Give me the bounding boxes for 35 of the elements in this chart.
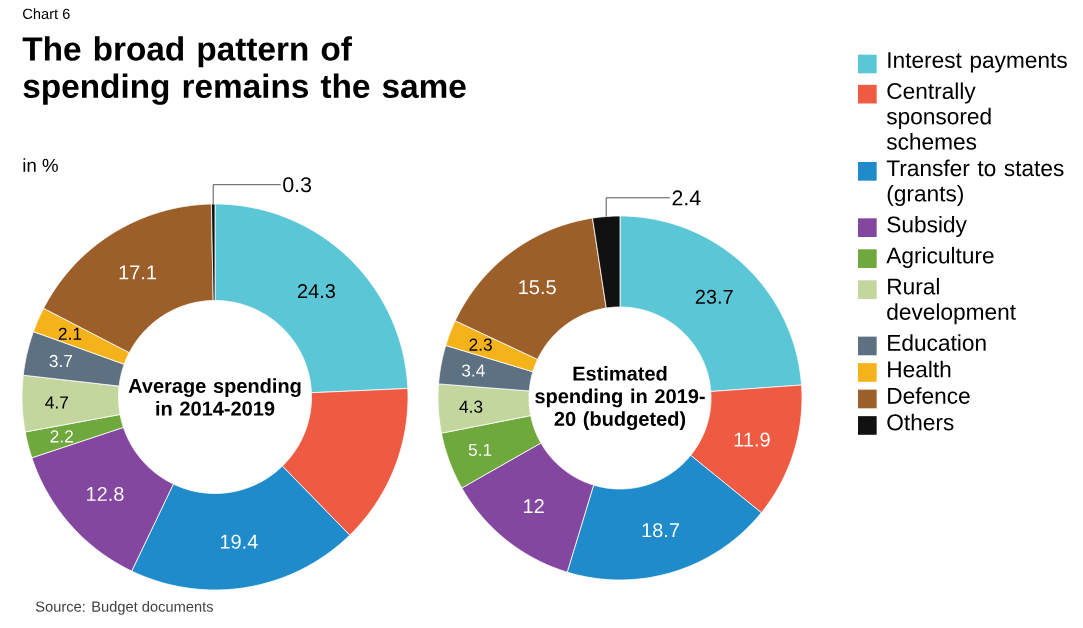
data-label: 5.1 (468, 443, 492, 457)
data-label: 12.8 (87, 486, 124, 502)
legend-label: Transfer to states (grants) (886, 159, 1064, 207)
data-label: 3.7 (49, 354, 73, 368)
data-label: 2.1 (58, 327, 82, 340)
legend-label: Defence (888, 387, 970, 404)
data-label: 11.9 (734, 432, 770, 447)
data-label: 19.4 (220, 534, 258, 549)
legend-label: Centrally sponsored schemes (886, 82, 991, 150)
legend-label: Subsidy (887, 215, 967, 238)
data-label: 2.4 (672, 190, 701, 206)
data-label: 23.7 (695, 289, 733, 304)
source-note: Source: Budget documents (35, 601, 213, 615)
text: Estimated spending in 2019-20 (budgeted) (535, 365, 705, 431)
text: Average spending in 2014-2019 (128, 378, 301, 416)
legend-label: Rural development (887, 277, 1016, 325)
data-label: 4.7 (45, 396, 69, 409)
data-label: 3.4 (461, 364, 485, 377)
data-label: 15.5 (519, 280, 556, 295)
data-label: 17.1 (119, 265, 157, 280)
caption: Chart 6 (23, 8, 70, 20)
data-label: 12 (524, 499, 544, 514)
chart-subtitle: in % (23, 158, 58, 172)
data-label: 2.3 (469, 338, 492, 351)
legend-label: Others (887, 413, 954, 431)
legend-label: Agriculture (886, 246, 994, 269)
data-label: 4.3 (459, 400, 483, 413)
legend-label: Education (888, 334, 986, 351)
data-label: 24.3 (297, 283, 336, 299)
data-label: 0.3 (283, 177, 312, 193)
legend-label: Interest payments (888, 52, 1067, 73)
chart-title: The broad pattern of spending remains the same (22, 36, 466, 105)
data-label: 18.7 (642, 523, 679, 538)
data-label: 2.2 (50, 430, 73, 443)
legend-label: Health (888, 360, 951, 378)
